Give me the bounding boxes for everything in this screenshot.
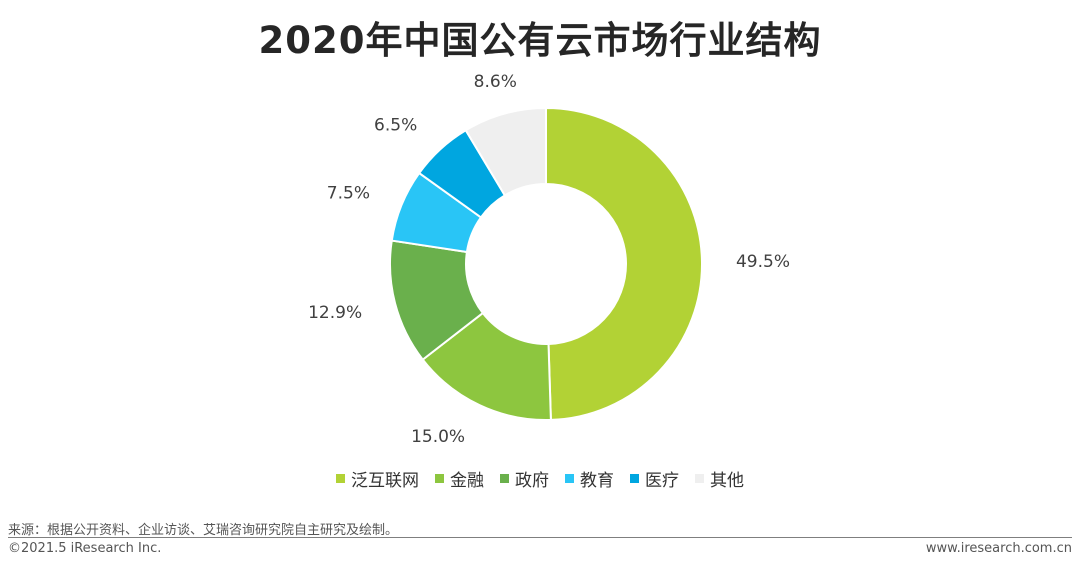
data-label-finance: 15.0% [411,427,465,447]
legend-item-healthcare: 医疗 [630,466,679,491]
legend-label: 教育 [580,471,614,491]
legend-label: 政府 [515,471,549,491]
legend-swatch-internet [336,474,345,483]
copyright-text: ©2021.5 iResearch Inc. [8,541,162,556]
data-label-education: 7.5% [327,183,370,203]
legend-label: 泛互联网 [351,471,419,491]
legend-swatch-education [565,474,574,483]
legend-item-other: 其他 [695,466,744,491]
chart-title: 2020年中国公有云市场行业结构 [258,19,822,62]
data-label-other: 8.6% [474,72,517,92]
legend-swatch-healthcare [630,474,639,483]
data-label-internet: 49.5% [736,252,790,272]
chart-legend: 泛互联网 金融 政府 教育 医疗 其他 [0,466,1080,491]
donut-slice-internet [545,106,703,421]
footer-divider [8,537,1072,538]
donut-slice-other [464,106,547,197]
legend-item-education: 教育 [565,466,614,491]
legend-swatch-government [500,474,509,483]
legend-label: 金融 [450,471,484,491]
legend-item-finance: 金融 [435,466,484,491]
legend-swatch-other [695,474,704,483]
data-label-government: 12.9% [308,303,362,323]
website-link[interactable]: www.iresearch.com.cn [925,541,1072,556]
legend-item-internet: 泛互联网 [336,466,419,491]
source-note: 来源：根据公开资料、企业访谈、艾瑞咨询研究院自主研究及绘制。 [8,523,399,538]
legend-label: 其他 [710,471,744,491]
data-label-healthcare: 6.5% [374,115,417,135]
legend-item-government: 政府 [500,466,549,491]
legend-swatch-finance [435,474,444,483]
legend-label: 医疗 [645,471,679,491]
